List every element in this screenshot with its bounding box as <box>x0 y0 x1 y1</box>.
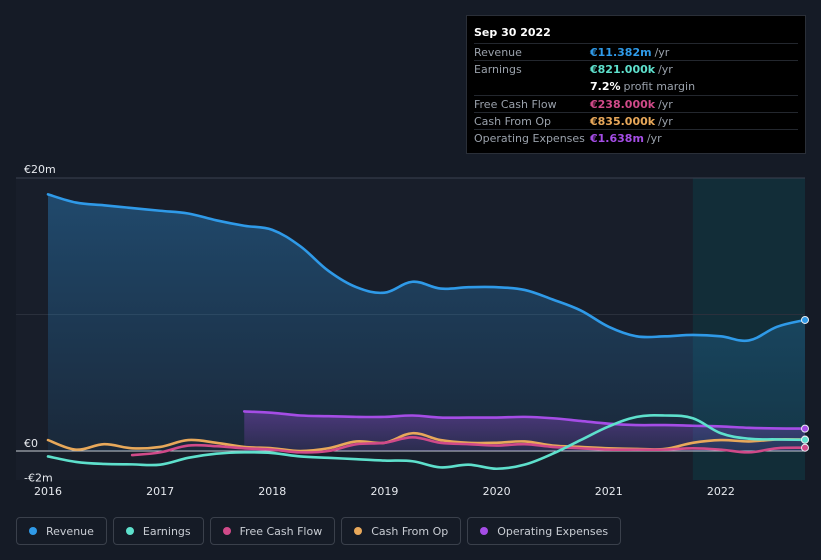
legend-item-free-cash-flow[interactable]: Free Cash Flow <box>209 517 336 545</box>
tooltip-unit: /yr <box>658 62 673 76</box>
legend-item-revenue[interactable]: Revenue <box>16 517 107 545</box>
tooltip-row-free-cash-flow: Free Cash Flow €238.000k /yr <box>474 94 798 112</box>
legend-label: Cash From Op <box>371 524 449 538</box>
tooltip-unit: profit margin <box>623 79 696 93</box>
x-tick-label: 2021 <box>595 485 623 498</box>
tooltip-row-operating-expenses: Operating Expenses €1.638m /yr <box>474 129 798 146</box>
x-tick-label: 2016 <box>34 485 62 498</box>
legend-item-operating-expenses[interactable]: Operating Expenses <box>467 517 622 545</box>
legend-dot-icon <box>125 527 134 535</box>
tooltip-label: Cash From Op <box>474 114 552 128</box>
tooltip-value: €1.638m <box>590 132 644 146</box>
x-tick-label: 2020 <box>483 485 511 498</box>
end-marker-free-cash-flow <box>801 443 809 452</box>
line-cash-from-op <box>46 431 807 453</box>
legend-label: Free Cash Flow <box>239 524 323 538</box>
chart-legend: Revenue Earnings Free Cash Flow Cash Fro… <box>16 517 622 545</box>
tooltip-label: Earnings <box>474 62 522 76</box>
legend-label: Earnings <box>142 524 191 538</box>
end-marker-earnings <box>801 435 809 444</box>
data-tooltip: Sep 30 2022 Revenue €11.382m /yr Earning… <box>466 15 806 154</box>
legend-dot-icon <box>29 527 37 535</box>
y-tick-label: €0 <box>24 437 38 450</box>
line-free-cash-flow <box>130 436 807 457</box>
tooltip-row-cash-from-op: Cash From Op €835.000k /yr <box>474 112 798 129</box>
legend-dot-icon <box>222 527 231 535</box>
end-marker-revenue <box>801 315 809 324</box>
tooltip-unit: /yr <box>658 114 673 128</box>
tooltip-unit: /yr <box>658 97 673 111</box>
area-revenue <box>48 194 805 451</box>
x-tick-label: 2019 <box>370 485 398 498</box>
y-tick-label: -€2m <box>24 471 53 484</box>
tooltip-value: €11.382m <box>590 45 652 59</box>
legend-item-earnings[interactable]: Earnings <box>112 517 204 545</box>
legend-item-cash-from-op[interactable]: Cash From Op <box>341 517 462 545</box>
tooltip-row-earnings: Earnings €821.000k /yr <box>474 60 798 77</box>
tooltip-date: Sep 30 2022 <box>474 26 551 39</box>
line-earnings <box>46 414 807 471</box>
legend-label: Operating Expenses <box>497 524 609 538</box>
x-tick-label: 2018 <box>258 485 286 498</box>
line-operating-expenses <box>242 410 807 430</box>
end-marker-operating-expenses <box>801 424 809 433</box>
tooltip-value: 7.2% <box>590 79 621 93</box>
tooltip-value: €821.000k <box>590 62 656 76</box>
line-revenue <box>46 193 807 343</box>
tooltip-row-revenue: Revenue €11.382m /yr <box>474 43 798 60</box>
x-tick-label: 2017 <box>146 485 174 498</box>
legend-dot-icon <box>354 527 363 535</box>
area-operating-expenses <box>244 411 805 451</box>
x-tick-label: 2022 <box>707 485 735 498</box>
tooltip-label: Operating Expenses <box>474 132 585 146</box>
legend-dot-icon <box>480 527 489 535</box>
tooltip-value: €238.000k <box>590 97 656 111</box>
tooltip-unit: /yr <box>646 132 662 146</box>
tooltip-row-profit-margin: 7.2% profit margin <box>474 78 798 95</box>
y-tick-label: €20m <box>24 163 56 176</box>
tooltip-unit: /yr <box>654 45 670 59</box>
legend-label: Revenue <box>46 524 94 538</box>
tooltip-label: Revenue <box>474 45 522 59</box>
tooltip-label: Free Cash Flow <box>474 97 557 111</box>
tooltip-value: €835.000k <box>590 114 656 128</box>
